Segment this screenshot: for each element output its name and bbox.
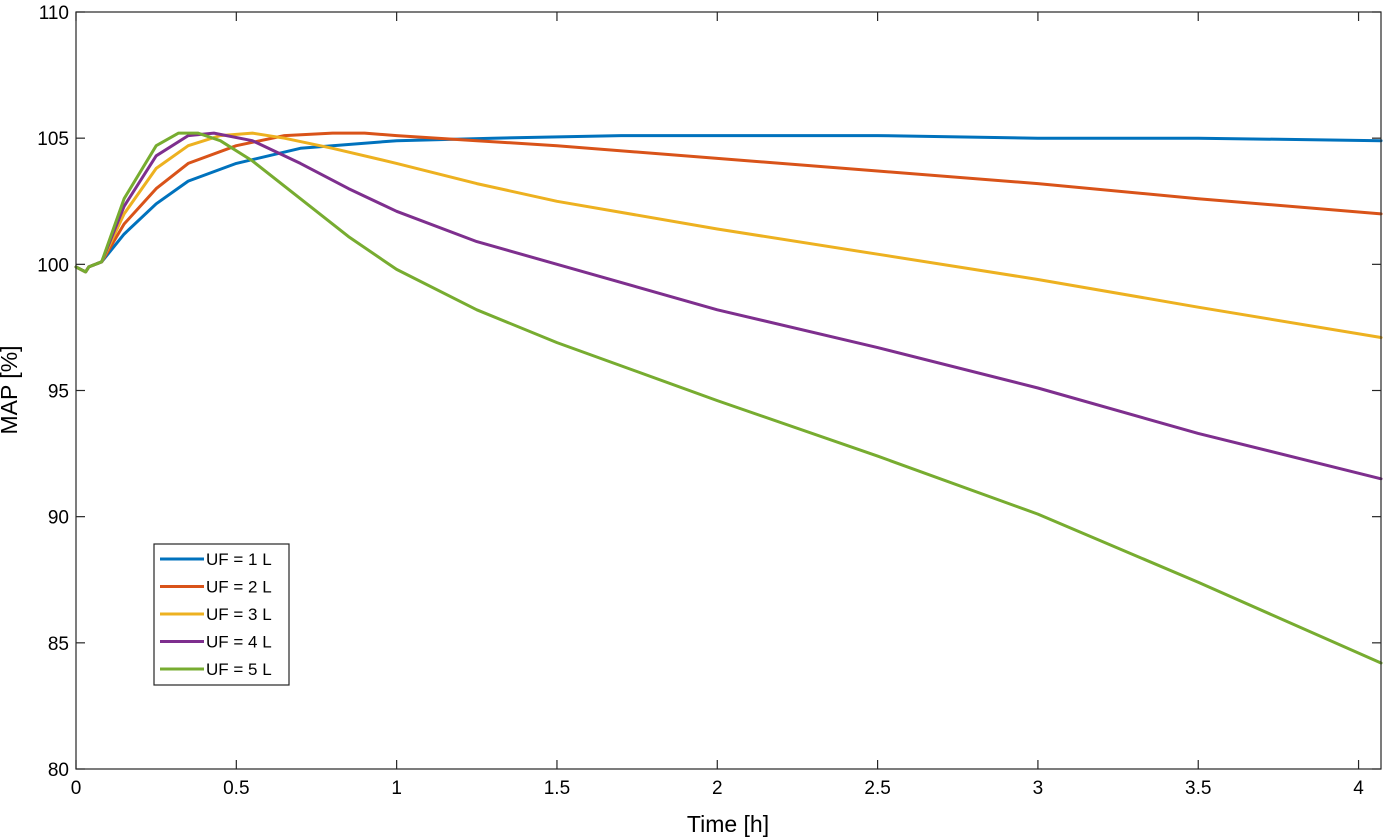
ticks-layer: 0 0.5 1 1.5 2 2.5 3 3.5 4 80 85 90 95 100 105 110: [37, 3, 1381, 799]
y-tick-label: 85: [48, 634, 69, 655]
series-line-1: [74, 134, 1383, 274]
legend-label-2: UF = 2 L: [206, 578, 272, 597]
y-tick-label: 95: [48, 382, 69, 403]
legend-label-5: UF = 5 L: [206, 660, 272, 679]
x-tick-label: 1: [391, 778, 402, 799]
x-tick-label: 2: [712, 778, 723, 799]
y-tick-label: 110: [39, 3, 69, 24]
legend-label-3: UF = 3 L: [206, 605, 272, 624]
x-tick-label: 3: [1033, 778, 1044, 799]
x-tick-label: 2.5: [864, 778, 890, 799]
y-tick-label: 90: [48, 508, 69, 529]
y-tick-label: 100: [37, 255, 69, 276]
legend-label-1: UF = 1 L: [206, 550, 272, 569]
y-axis-title: MAP [%]: [0, 345, 22, 434]
series-layer: [74, 131, 1383, 665]
series-line-5: [74, 131, 1383, 665]
x-tick-label: 1.5: [544, 778, 570, 799]
x-axis-title: Time [h]: [687, 811, 769, 837]
y-tick-label: 80: [48, 760, 69, 781]
x-tick-label: 3.5: [1185, 778, 1211, 799]
legend-label-4: UF = 4 L: [206, 633, 272, 652]
legend: UF = 1 L UF = 2 L UF = 3 L UF = 4 L UF = 5 L: [153, 543, 290, 686]
x-tick-label: 0: [71, 778, 82, 799]
x-tick-label: 0.5: [223, 778, 249, 799]
x-tick-label: 4: [1353, 778, 1364, 799]
series-line-3: [74, 131, 1383, 339]
y-tick-label: 105: [37, 129, 69, 150]
